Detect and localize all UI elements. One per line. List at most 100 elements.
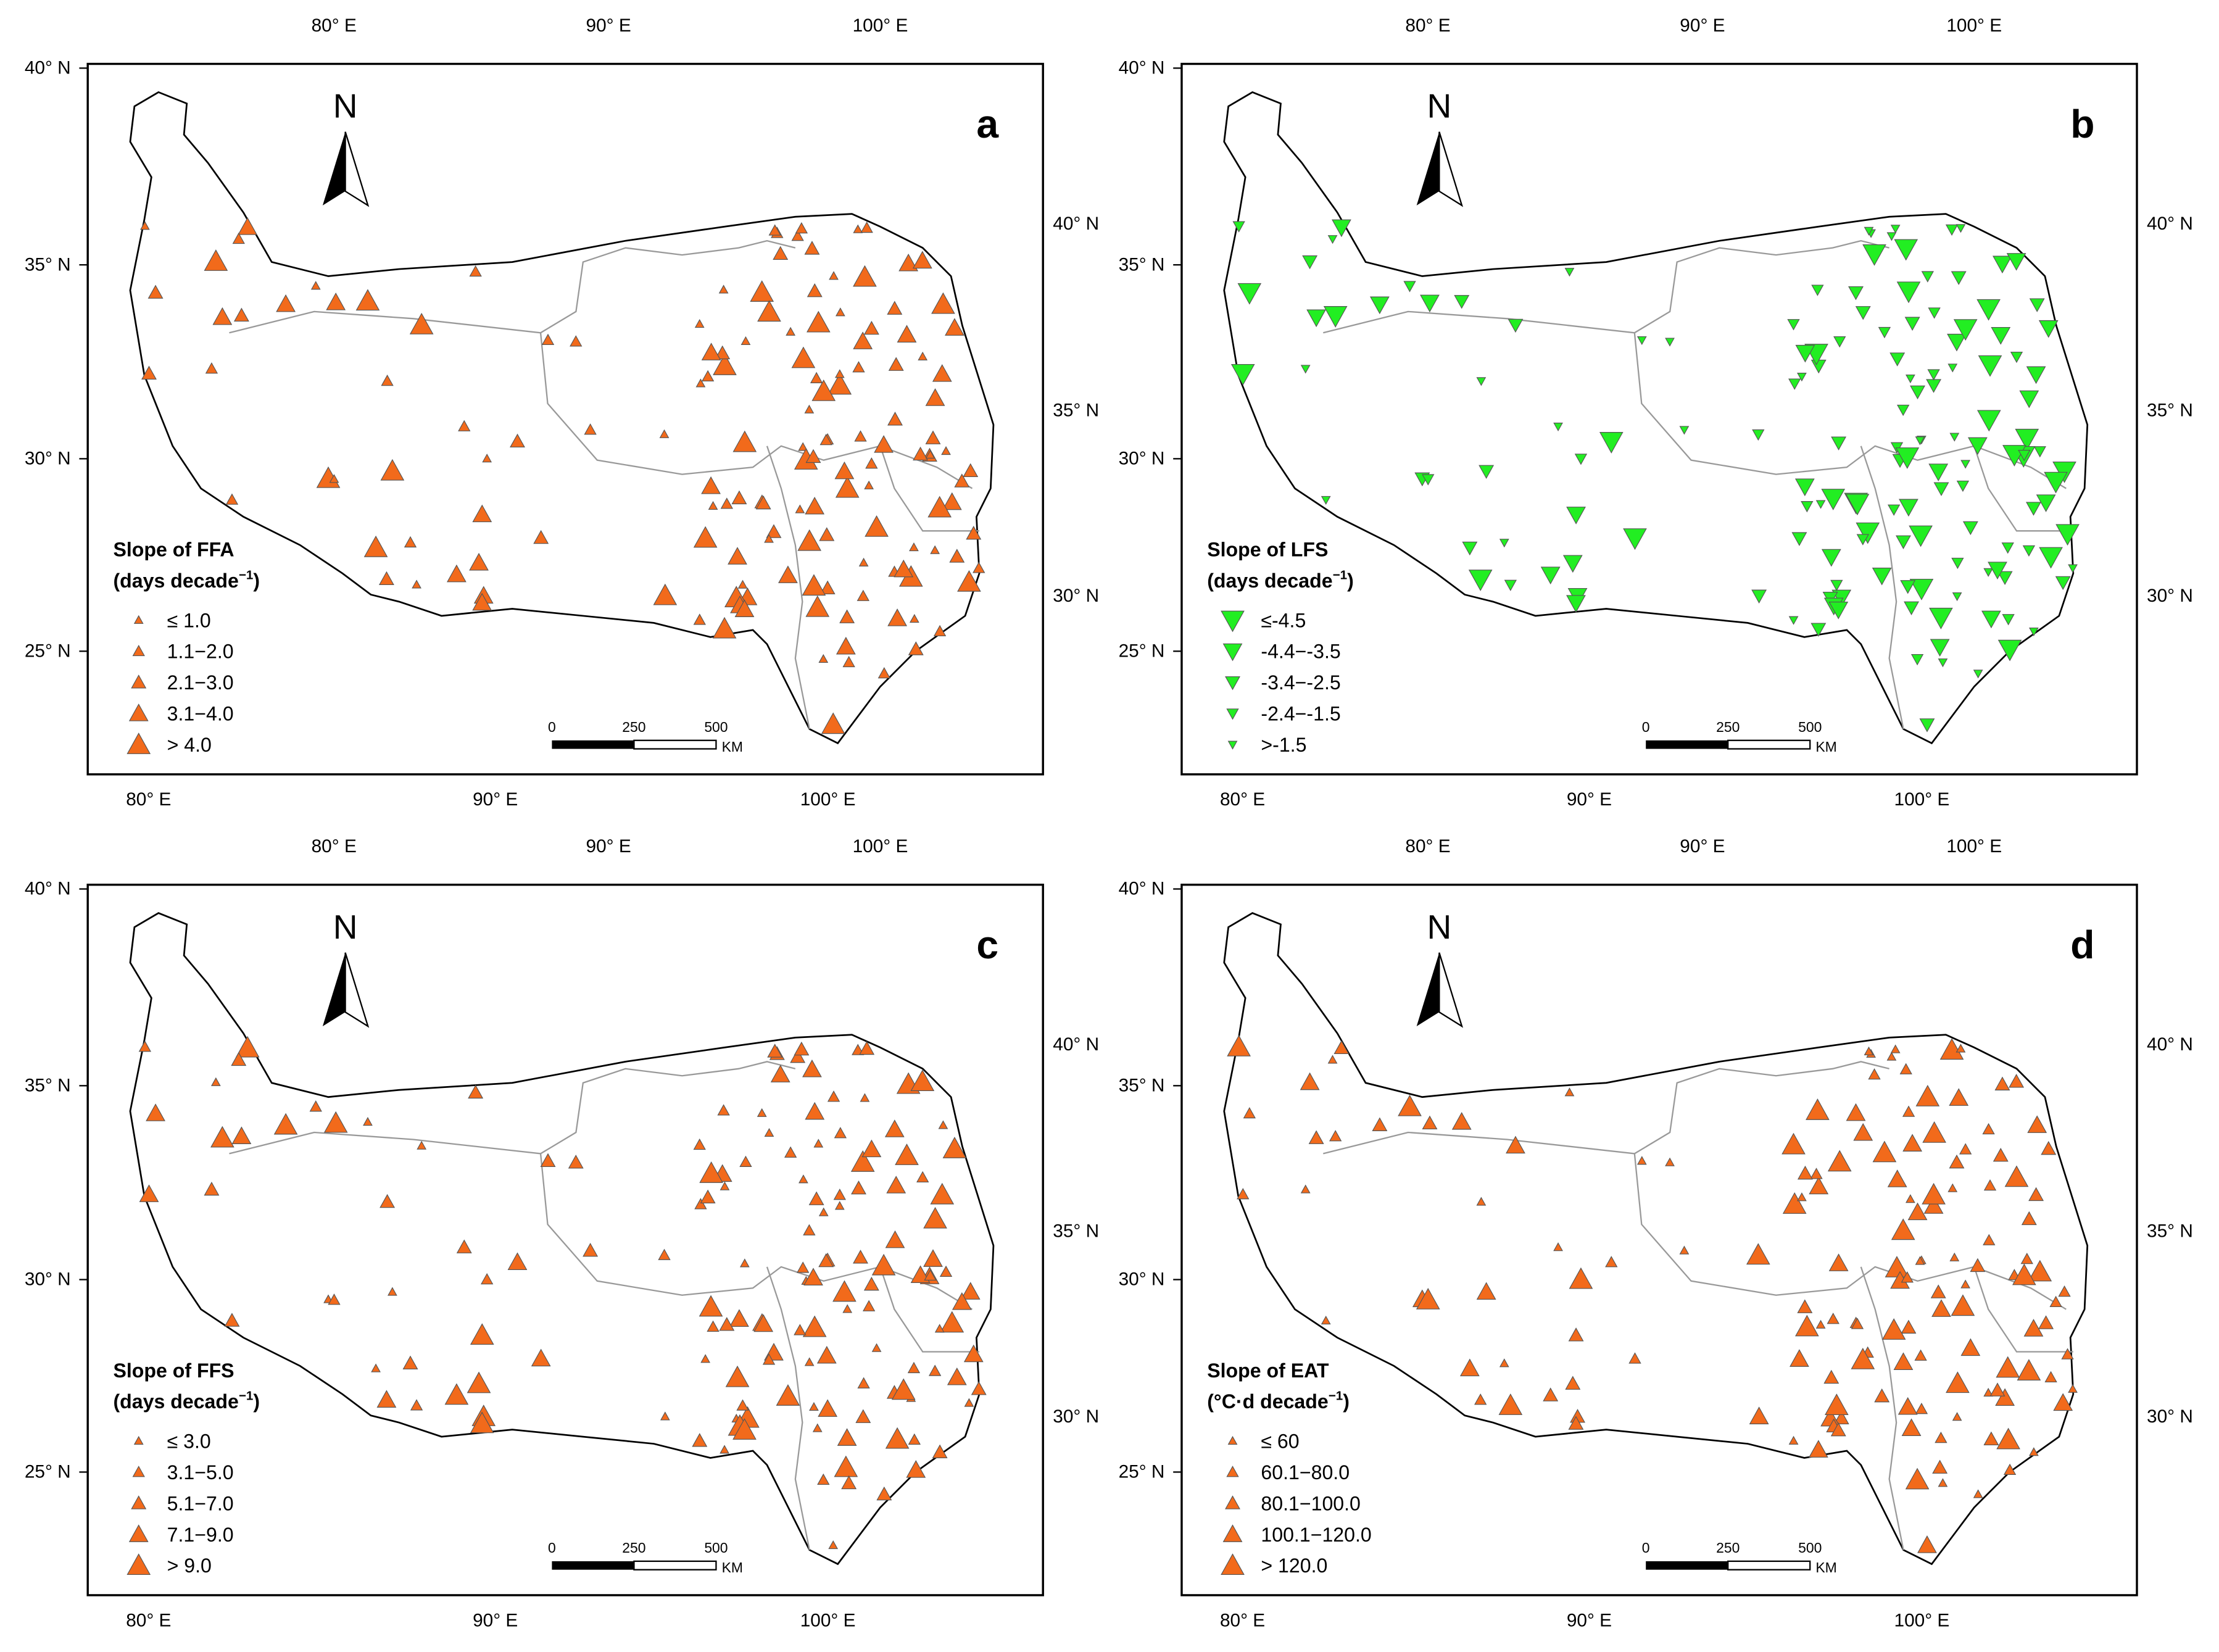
station-marker bbox=[1794, 478, 1815, 497]
legend-marker bbox=[131, 674, 147, 689]
station-marker bbox=[1956, 224, 1966, 233]
station-marker bbox=[1329, 1130, 1342, 1142]
legend-unit-sup: −1 bbox=[239, 1388, 254, 1403]
lon-label-top: 80° E bbox=[1405, 15, 1450, 36]
station-marker bbox=[470, 1411, 494, 1434]
station-marker bbox=[1932, 1459, 1948, 1474]
station-marker bbox=[1923, 1196, 1944, 1214]
station-marker bbox=[2044, 471, 2068, 494]
station-marker bbox=[570, 335, 583, 347]
legend-marker bbox=[133, 1435, 144, 1445]
lat-label-left: 30° N bbox=[25, 1269, 71, 1290]
north-arrow bbox=[344, 131, 370, 207]
station-marker bbox=[212, 307, 233, 325]
station-marker bbox=[909, 542, 919, 552]
station-marker bbox=[834, 1201, 845, 1210]
province-boundary bbox=[1860, 446, 1904, 729]
legend-marker bbox=[132, 1466, 145, 1477]
station-marker bbox=[417, 1140, 427, 1150]
station-marker bbox=[832, 1280, 856, 1302]
station-marker bbox=[802, 574, 826, 596]
legend-marker bbox=[1225, 1495, 1240, 1509]
station-marker bbox=[404, 536, 417, 548]
legend-unit-close: ) bbox=[253, 570, 260, 592]
legend-label: 7.1−9.0 bbox=[167, 1524, 234, 1546]
station-marker bbox=[1827, 1150, 1852, 1172]
station-marker bbox=[932, 364, 952, 382]
station-marker bbox=[1845, 494, 1870, 516]
station-marker bbox=[805, 496, 825, 515]
legend-unit-close: ) bbox=[253, 1390, 260, 1413]
legend-label: 60.1−80.0 bbox=[1261, 1461, 1350, 1484]
station-marker bbox=[732, 430, 757, 452]
station-marker bbox=[865, 515, 889, 537]
station-marker bbox=[1791, 532, 1807, 546]
station-marker bbox=[753, 1314, 774, 1332]
map-panel: 80° E 90° E 100° E 80° E 90° E 100° E 40° N 35°… bbox=[1119, 15, 2193, 810]
station-marker bbox=[734, 599, 755, 617]
station-marker bbox=[1989, 1382, 2005, 1397]
station-marker bbox=[584, 423, 597, 435]
station-marker bbox=[1887, 1169, 1907, 1187]
station-marker bbox=[1827, 1313, 1839, 1324]
station-marker bbox=[653, 583, 678, 605]
lon-label-bottom: 80° E bbox=[126, 1610, 171, 1630]
station-marker bbox=[1921, 271, 1934, 283]
scale-bar bbox=[1646, 1561, 1728, 1570]
lon-label-bottom: 90° E bbox=[473, 1610, 518, 1630]
lon-label-bottom: 100° E bbox=[1894, 1610, 1949, 1630]
station-marker bbox=[1890, 225, 1901, 234]
station-marker bbox=[1962, 521, 1978, 536]
station-marker bbox=[809, 1401, 819, 1411]
legend-label: > 9.0 bbox=[167, 1554, 212, 1577]
north-arrow bbox=[1416, 952, 1440, 1027]
station-marker bbox=[887, 412, 903, 426]
lon-label-top: 80° E bbox=[312, 15, 357, 36]
station-marker bbox=[1993, 1148, 2009, 1162]
station-marker bbox=[1896, 535, 1911, 549]
scale-label: 250 bbox=[1716, 1540, 1740, 1556]
station-marker bbox=[757, 300, 781, 322]
station-marker bbox=[1801, 501, 1814, 513]
station-marker bbox=[583, 1242, 599, 1257]
station-marker bbox=[1797, 373, 1807, 382]
station-marker bbox=[1930, 1284, 1946, 1298]
station-marker bbox=[1553, 1242, 1563, 1251]
station-marker bbox=[1230, 364, 1255, 386]
legend-marker bbox=[127, 733, 151, 754]
province-boundary bbox=[766, 446, 810, 729]
station-marker bbox=[1886, 232, 1897, 241]
station-marker bbox=[1499, 539, 1509, 548]
station-marker bbox=[918, 351, 928, 360]
station-marker bbox=[2003, 1463, 2017, 1476]
station-marker bbox=[797, 1261, 810, 1273]
lon-label-bottom: 80° E bbox=[1220, 1610, 1265, 1630]
station-marker bbox=[963, 463, 979, 477]
lat-label-right: 35° N bbox=[1053, 1221, 1099, 1242]
station-marker bbox=[1833, 336, 1846, 348]
station-marker bbox=[898, 253, 919, 272]
station-marker bbox=[818, 654, 829, 663]
station-marker bbox=[1995, 1388, 2015, 1406]
scale-bar bbox=[552, 740, 634, 749]
station-marker bbox=[794, 1324, 807, 1335]
station-marker bbox=[1904, 317, 1920, 331]
station-marker bbox=[740, 336, 751, 345]
station-marker bbox=[1808, 1440, 1828, 1458]
station-marker bbox=[1568, 1416, 1584, 1430]
station-marker bbox=[1308, 1130, 1324, 1144]
lat-label-left: 30° N bbox=[1119, 1269, 1165, 1290]
province-boundary bbox=[1323, 1061, 1889, 1155]
station-marker bbox=[444, 1383, 469, 1405]
station-marker bbox=[856, 589, 869, 601]
station-marker bbox=[1810, 623, 1827, 637]
legend-label: -4.4−-3.5 bbox=[1261, 641, 1340, 663]
station-marker bbox=[231, 1126, 252, 1144]
station-marker bbox=[1569, 1267, 1593, 1289]
station-marker bbox=[1825, 1393, 1849, 1416]
station-marker bbox=[1327, 1055, 1338, 1064]
legend-unit-text: (days decade bbox=[113, 1390, 238, 1413]
station-marker bbox=[729, 1309, 749, 1327]
map-panel: 80° E 90° E 100° E 80° E 90° E 100° E 40° N 35°… bbox=[25, 15, 1099, 810]
station-marker bbox=[930, 545, 940, 554]
